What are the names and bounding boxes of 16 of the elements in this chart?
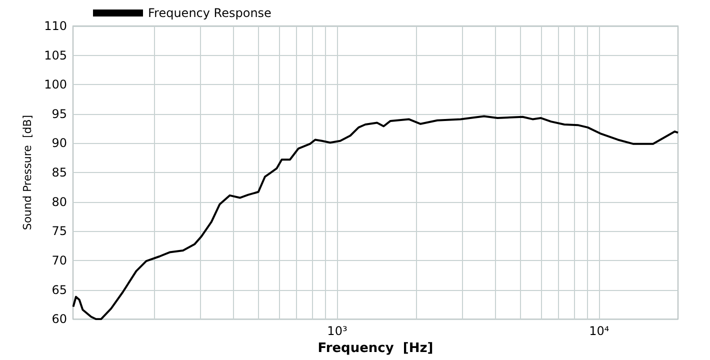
y-tick-label: 95 bbox=[52, 106, 67, 121]
y-tick-label: 75 bbox=[52, 224, 67, 238]
y-tick-label: 65 bbox=[52, 282, 67, 297]
y-tick-label: 70 bbox=[52, 253, 67, 268]
y-tick-label: 60 bbox=[52, 312, 67, 326]
y-tick-label: 85 bbox=[52, 166, 67, 180]
y-tick-label: 90 bbox=[52, 136, 67, 150]
y-tick-label: 105 bbox=[44, 48, 67, 62]
y-tick-label: 110 bbox=[44, 19, 67, 33]
x-tick-label: 10⁴ bbox=[589, 324, 610, 338]
x-tick-label: 10³ bbox=[327, 324, 348, 338]
legend-label: Frequency Response bbox=[148, 6, 272, 20]
y-axis-title: Sound Pressure [dB] bbox=[21, 114, 34, 230]
y-tick-label: 80 bbox=[52, 194, 67, 209]
x-axis-title: Frequency [Hz] bbox=[318, 341, 434, 356]
y-tick-label: 100 bbox=[44, 78, 67, 92]
